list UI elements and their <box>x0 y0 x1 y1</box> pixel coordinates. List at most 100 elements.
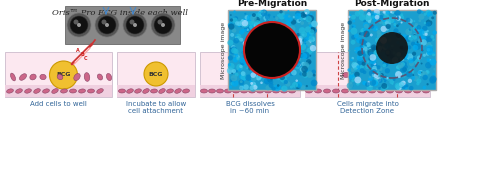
Circle shape <box>254 22 260 28</box>
Circle shape <box>360 55 363 58</box>
Circle shape <box>302 71 308 78</box>
Circle shape <box>388 17 394 23</box>
Circle shape <box>374 50 380 56</box>
Circle shape <box>412 25 420 32</box>
Circle shape <box>252 15 256 19</box>
Circle shape <box>265 72 269 77</box>
Circle shape <box>266 77 272 83</box>
Circle shape <box>418 29 420 31</box>
Circle shape <box>382 20 388 26</box>
Circle shape <box>292 40 294 42</box>
FancyBboxPatch shape <box>305 85 430 97</box>
Circle shape <box>400 67 406 73</box>
Circle shape <box>240 82 242 84</box>
Circle shape <box>372 69 376 74</box>
Circle shape <box>275 50 280 55</box>
Circle shape <box>422 26 428 31</box>
Circle shape <box>402 61 407 66</box>
Circle shape <box>255 18 258 21</box>
Circle shape <box>394 14 396 16</box>
Circle shape <box>374 50 380 55</box>
Circle shape <box>359 32 362 35</box>
Circle shape <box>348 16 350 18</box>
Circle shape <box>370 81 374 86</box>
Ellipse shape <box>288 89 296 93</box>
Circle shape <box>376 65 380 70</box>
Circle shape <box>264 78 270 84</box>
Circle shape <box>246 74 252 81</box>
Circle shape <box>280 46 284 49</box>
Ellipse shape <box>350 89 358 93</box>
Circle shape <box>242 19 246 22</box>
Circle shape <box>398 85 401 89</box>
Circle shape <box>357 59 364 65</box>
Circle shape <box>429 16 434 21</box>
Circle shape <box>362 62 366 66</box>
Circle shape <box>385 50 392 56</box>
Circle shape <box>256 35 258 37</box>
Circle shape <box>365 82 370 87</box>
Circle shape <box>254 19 259 23</box>
Circle shape <box>298 13 301 16</box>
Circle shape <box>247 48 249 49</box>
Circle shape <box>264 79 268 83</box>
Circle shape <box>260 81 263 84</box>
Circle shape <box>432 11 436 16</box>
Circle shape <box>402 85 406 89</box>
Circle shape <box>352 20 356 22</box>
Circle shape <box>305 69 308 73</box>
Circle shape <box>250 43 252 45</box>
Circle shape <box>266 48 267 50</box>
Circle shape <box>402 67 406 72</box>
Text: Cells migrate into
Detection Zone: Cells migrate into Detection Zone <box>336 101 398 114</box>
Circle shape <box>429 59 431 61</box>
Circle shape <box>410 27 412 30</box>
Circle shape <box>404 55 409 60</box>
Circle shape <box>252 13 256 17</box>
Circle shape <box>282 72 284 74</box>
Circle shape <box>250 71 252 72</box>
Circle shape <box>396 36 401 40</box>
Circle shape <box>403 81 406 83</box>
Ellipse shape <box>52 89 58 93</box>
Circle shape <box>404 83 406 85</box>
Circle shape <box>420 63 422 65</box>
Circle shape <box>234 73 238 76</box>
Circle shape <box>434 68 436 70</box>
Circle shape <box>302 34 304 36</box>
Ellipse shape <box>42 89 50 93</box>
Circle shape <box>239 30 244 35</box>
Circle shape <box>354 50 356 51</box>
Circle shape <box>362 41 368 46</box>
Circle shape <box>384 77 387 79</box>
Circle shape <box>354 72 360 77</box>
Circle shape <box>262 66 269 73</box>
Circle shape <box>416 82 420 85</box>
Circle shape <box>416 41 419 43</box>
Circle shape <box>354 11 360 17</box>
Circle shape <box>296 39 302 46</box>
Circle shape <box>375 38 380 43</box>
Circle shape <box>285 67 288 70</box>
Circle shape <box>356 38 358 40</box>
Circle shape <box>271 59 278 66</box>
Circle shape <box>308 35 316 42</box>
Circle shape <box>250 76 256 82</box>
FancyBboxPatch shape <box>5 85 112 97</box>
Circle shape <box>276 29 281 35</box>
Ellipse shape <box>16 89 22 93</box>
Circle shape <box>242 41 249 47</box>
Circle shape <box>252 76 257 80</box>
Circle shape <box>370 54 372 56</box>
Circle shape <box>371 44 377 50</box>
Circle shape <box>254 19 260 25</box>
Circle shape <box>241 19 244 22</box>
Circle shape <box>255 74 258 77</box>
Circle shape <box>362 13 366 17</box>
Circle shape <box>382 75 388 81</box>
Circle shape <box>362 61 364 63</box>
Circle shape <box>358 50 363 56</box>
Circle shape <box>268 71 271 74</box>
Circle shape <box>298 19 301 22</box>
Circle shape <box>266 76 273 82</box>
